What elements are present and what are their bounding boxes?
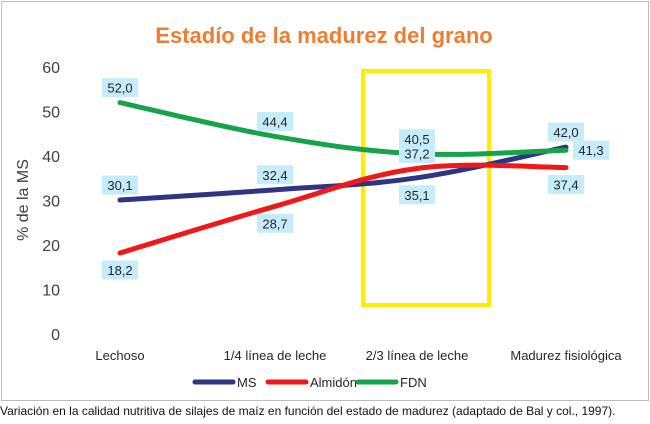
x-tick-label: 1/4 línea de leche <box>224 348 327 363</box>
y-tick-label: 50 <box>42 105 60 122</box>
data-label: 40,5 <box>399 129 435 149</box>
data-label-text: 44,4 <box>262 114 287 129</box>
data-label-text: 28,7 <box>262 216 287 231</box>
y-ticks: 0 10 20 30 40 50 60 <box>42 60 60 344</box>
data-label-bg <box>102 260 138 280</box>
data-label-bg <box>257 111 293 131</box>
data-label-bg <box>548 175 584 195</box>
data-label-text: 37,2 <box>404 146 429 161</box>
data-label-bg <box>102 78 138 98</box>
data-labels: 30,1 32,4 35,1 42,0 18,2 28,7 37,2 37,4 52,0 44,4… <box>102 78 609 280</box>
data-label: 44,4 <box>257 111 293 131</box>
y-axis-label: % de la MS <box>15 159 32 241</box>
series-line-almidon <box>117 162 569 256</box>
data-label-bg <box>257 165 293 185</box>
data-label-bg <box>399 185 435 205</box>
legend-label-almidon: Almidón <box>310 375 357 390</box>
data-label-text: 41,3 <box>578 143 603 158</box>
y-tick-label: 0 <box>51 327 60 344</box>
data-label-bg <box>399 129 435 149</box>
data-label: 52,0 <box>102 78 138 98</box>
data-label-bg <box>257 213 293 233</box>
chart-title: Estadío de la madurez del grano <box>155 23 492 48</box>
x-ticks: Lechoso 1/4 línea de leche 2/3 línea de le… <box>95 348 622 363</box>
y-tick-label: 40 <box>42 149 60 166</box>
series-line-fdn <box>117 100 569 157</box>
legend-label-ms: MS <box>237 375 257 390</box>
data-label: 18,2 <box>102 260 138 280</box>
data-label-bg <box>548 122 584 142</box>
chart: Estadío de la madurez del grano % de la … <box>15 23 622 390</box>
data-label: 30,1 <box>102 175 138 195</box>
x-tick-label: Lechoso <box>95 348 144 363</box>
data-label-text: 18,2 <box>107 263 132 278</box>
data-label-text: 42,0 <box>553 125 578 140</box>
figure-caption: Variación en la calidad nutritiva de sil… <box>0 404 616 418</box>
data-label: 37,2 <box>399 143 435 163</box>
data-label-bg <box>573 140 609 160</box>
data-label: 35,1 <box>399 185 435 205</box>
data-label-text: 30,1 <box>107 178 132 193</box>
data-label-bg <box>102 175 138 195</box>
legend-label-fdn: FDN <box>400 375 427 390</box>
y-tick-label: 20 <box>42 238 60 255</box>
data-label: 28,7 <box>257 213 293 233</box>
data-label-text: 35,1 <box>404 188 429 203</box>
x-tick-label: Madurez fisiológica <box>510 348 622 363</box>
chart-frame <box>1 1 649 401</box>
y-tick-label: 30 <box>42 194 60 211</box>
data-label-text: 52,0 <box>107 81 132 96</box>
data-label-text: 37,4 <box>553 178 578 193</box>
data-label: 32,4 <box>257 165 293 185</box>
legend: MS Almidón FDN <box>192 375 427 390</box>
data-label-text: 32,4 <box>262 168 287 183</box>
y-tick-label: 10 <box>42 283 60 300</box>
data-label: 41,3 <box>573 140 609 160</box>
data-label: 37,4 <box>548 175 584 195</box>
series-lines <box>117 100 569 256</box>
x-tick-label: 2/3 línea de leche <box>366 348 469 363</box>
y-tick-label: 60 <box>42 60 60 77</box>
highlight-box <box>361 69 491 307</box>
data-label-bg <box>399 143 435 163</box>
data-label-text: 40,5 <box>404 132 429 147</box>
data-label: 42,0 <box>548 122 584 142</box>
